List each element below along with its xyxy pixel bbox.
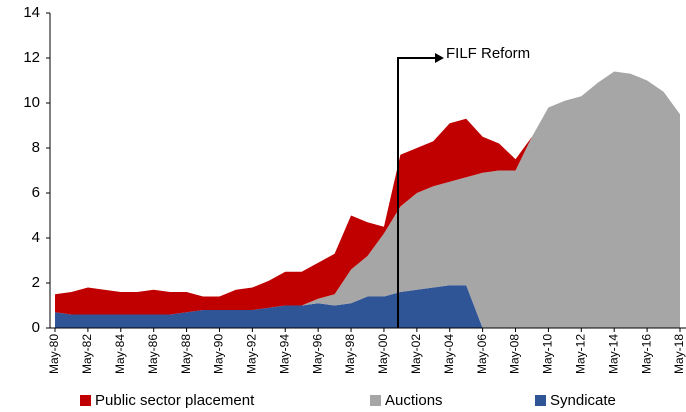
x-tick-label: May-14 bbox=[606, 334, 620, 374]
x-tick-label: May-04 bbox=[442, 334, 456, 374]
x-tick-label: May-82 bbox=[80, 334, 94, 374]
x-tick-label: May-80 bbox=[47, 334, 61, 374]
legend-swatch bbox=[80, 395, 91, 406]
legend-swatch bbox=[370, 395, 381, 406]
x-tick-label: May-16 bbox=[639, 334, 653, 374]
area bbox=[55, 71, 680, 328]
x-tick-label: May-02 bbox=[409, 334, 423, 374]
x-tick-label: May-98 bbox=[343, 334, 357, 374]
annotation-arrow bbox=[397, 57, 438, 328]
x-tick-label: May-18 bbox=[672, 334, 686, 374]
x-tick-label: May-10 bbox=[541, 334, 555, 374]
x-tick-label: May-84 bbox=[113, 334, 127, 374]
annotation: FILF Reform bbox=[446, 45, 530, 62]
x-tick-label: May-08 bbox=[508, 334, 522, 374]
x-tick-label: May-06 bbox=[475, 334, 489, 374]
y-tick-label: 2 bbox=[32, 274, 40, 291]
x-tick-label: May-12 bbox=[573, 334, 587, 374]
y-tick-label: 10 bbox=[23, 94, 40, 111]
annotation-arrowhead bbox=[435, 53, 444, 63]
legend-label: Syndicate bbox=[550, 392, 616, 409]
y-tick-label: 4 bbox=[32, 229, 40, 246]
y-tick-label: 12 bbox=[23, 49, 40, 66]
x-tick-label: May-86 bbox=[146, 334, 160, 374]
y-tick-label: 6 bbox=[32, 184, 40, 201]
y-tick-label: 0 bbox=[32, 319, 40, 336]
x-tick-label: May-88 bbox=[179, 334, 193, 374]
legend-swatch bbox=[535, 395, 546, 406]
area bbox=[55, 285, 680, 328]
x-tick-label: May-92 bbox=[245, 334, 259, 374]
x-tick-label: May-00 bbox=[376, 334, 390, 374]
legend-label: Auctions bbox=[385, 392, 443, 409]
x-tick-label: May-96 bbox=[310, 334, 324, 374]
x-tick-label: May-94 bbox=[277, 334, 291, 374]
y-tick-label: 14 bbox=[23, 4, 40, 21]
x-tick-label: May-90 bbox=[212, 334, 226, 374]
legend-label: Public sector placement bbox=[95, 392, 255, 409]
y-tick-label: 8 bbox=[32, 139, 40, 156]
